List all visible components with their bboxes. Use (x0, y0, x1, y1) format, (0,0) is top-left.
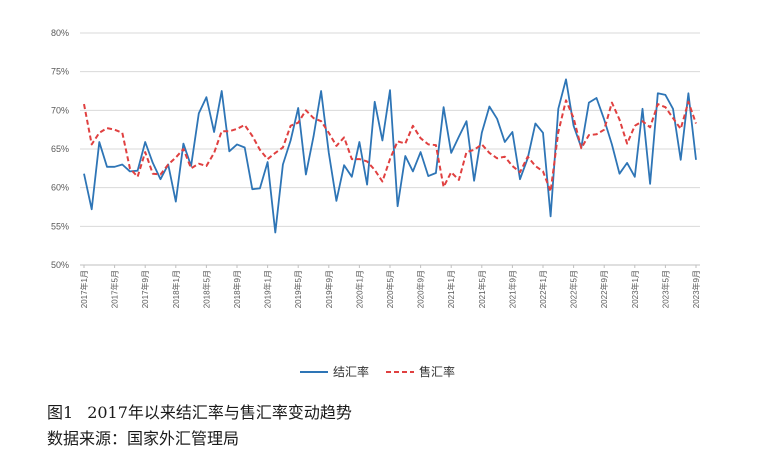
chart-series (83, 78, 697, 234)
y-tick-label: 55% (51, 221, 69, 231)
x-tick-label: 2021年1月 (446, 270, 456, 308)
y-gridlines (80, 32, 700, 266)
x-tick-label: 2021年5月 (477, 270, 487, 308)
x-axis-tick-labels: 2017年1月 2017年5月 2017年9月 2018年1月 2018年5月 2018年… (79, 265, 701, 308)
y-tick-label: 50% (51, 260, 69, 270)
x-tick-label: 2018年1月 (171, 270, 181, 308)
series-line-sale-rate (83, 99, 697, 193)
x-tick-label: 2017年9月 (140, 270, 150, 308)
series-line-settlement-rate (83, 78, 697, 234)
figure-label: 图1 (47, 403, 74, 422)
data-source-note: 数据来源：国家外汇管理局 (47, 429, 240, 448)
x-tick-label: 2023年9月 (691, 270, 701, 308)
x-tick-label: 2023年1月 (630, 270, 640, 308)
x-tick-label: 2018年9月 (232, 270, 242, 308)
x-tick-label: 2023年5月 (660, 270, 670, 308)
y-tick-label: 60% (51, 183, 69, 193)
y-tick-label: 70% (51, 105, 69, 115)
x-tick-label: 2018年5月 (201, 270, 211, 308)
legend-label: 结汇率 (333, 364, 369, 379)
x-tick-label: 2019年5月 (293, 270, 303, 308)
y-tick-label: 75% (51, 67, 69, 77)
x-tick-label: 2022年5月 (569, 270, 579, 308)
figure-caption: 图1 2017年以来结汇率与售汇率变动趋势 (47, 399, 352, 423)
line-chart: 50%55%60%65%70%75%80% 2017年1月 2017年5月 2017… (51, 28, 701, 379)
chart-legend: 结汇率 售汇率 (300, 364, 455, 379)
x-tick-label: 2020年5月 (385, 270, 395, 308)
figure-title: 2017年以来结汇率与售汇率变动趋势 (87, 403, 352, 422)
x-tick-label: 2017年1月 (79, 270, 89, 308)
x-tick-label: 2022年1月 (538, 270, 548, 308)
x-tick-label: 2019年1月 (263, 270, 273, 308)
x-tick-label: 2021年9月 (507, 270, 517, 308)
x-tick-label: 2019年9月 (324, 270, 334, 308)
legend-label: 售汇率 (419, 364, 455, 379)
y-tick-label: 65% (51, 144, 69, 154)
y-axis-tick-labels: 50% 55% 60% 65% 70% 75% 80% (51, 28, 69, 270)
x-tick-label: 2022年9月 (599, 270, 609, 308)
y-tick-label: 80% (51, 28, 69, 38)
x-tick-label: 2020年1月 (354, 270, 364, 308)
x-tick-label: 2017年5月 (110, 270, 120, 308)
x-tick-label: 2020年9月 (416, 270, 426, 308)
